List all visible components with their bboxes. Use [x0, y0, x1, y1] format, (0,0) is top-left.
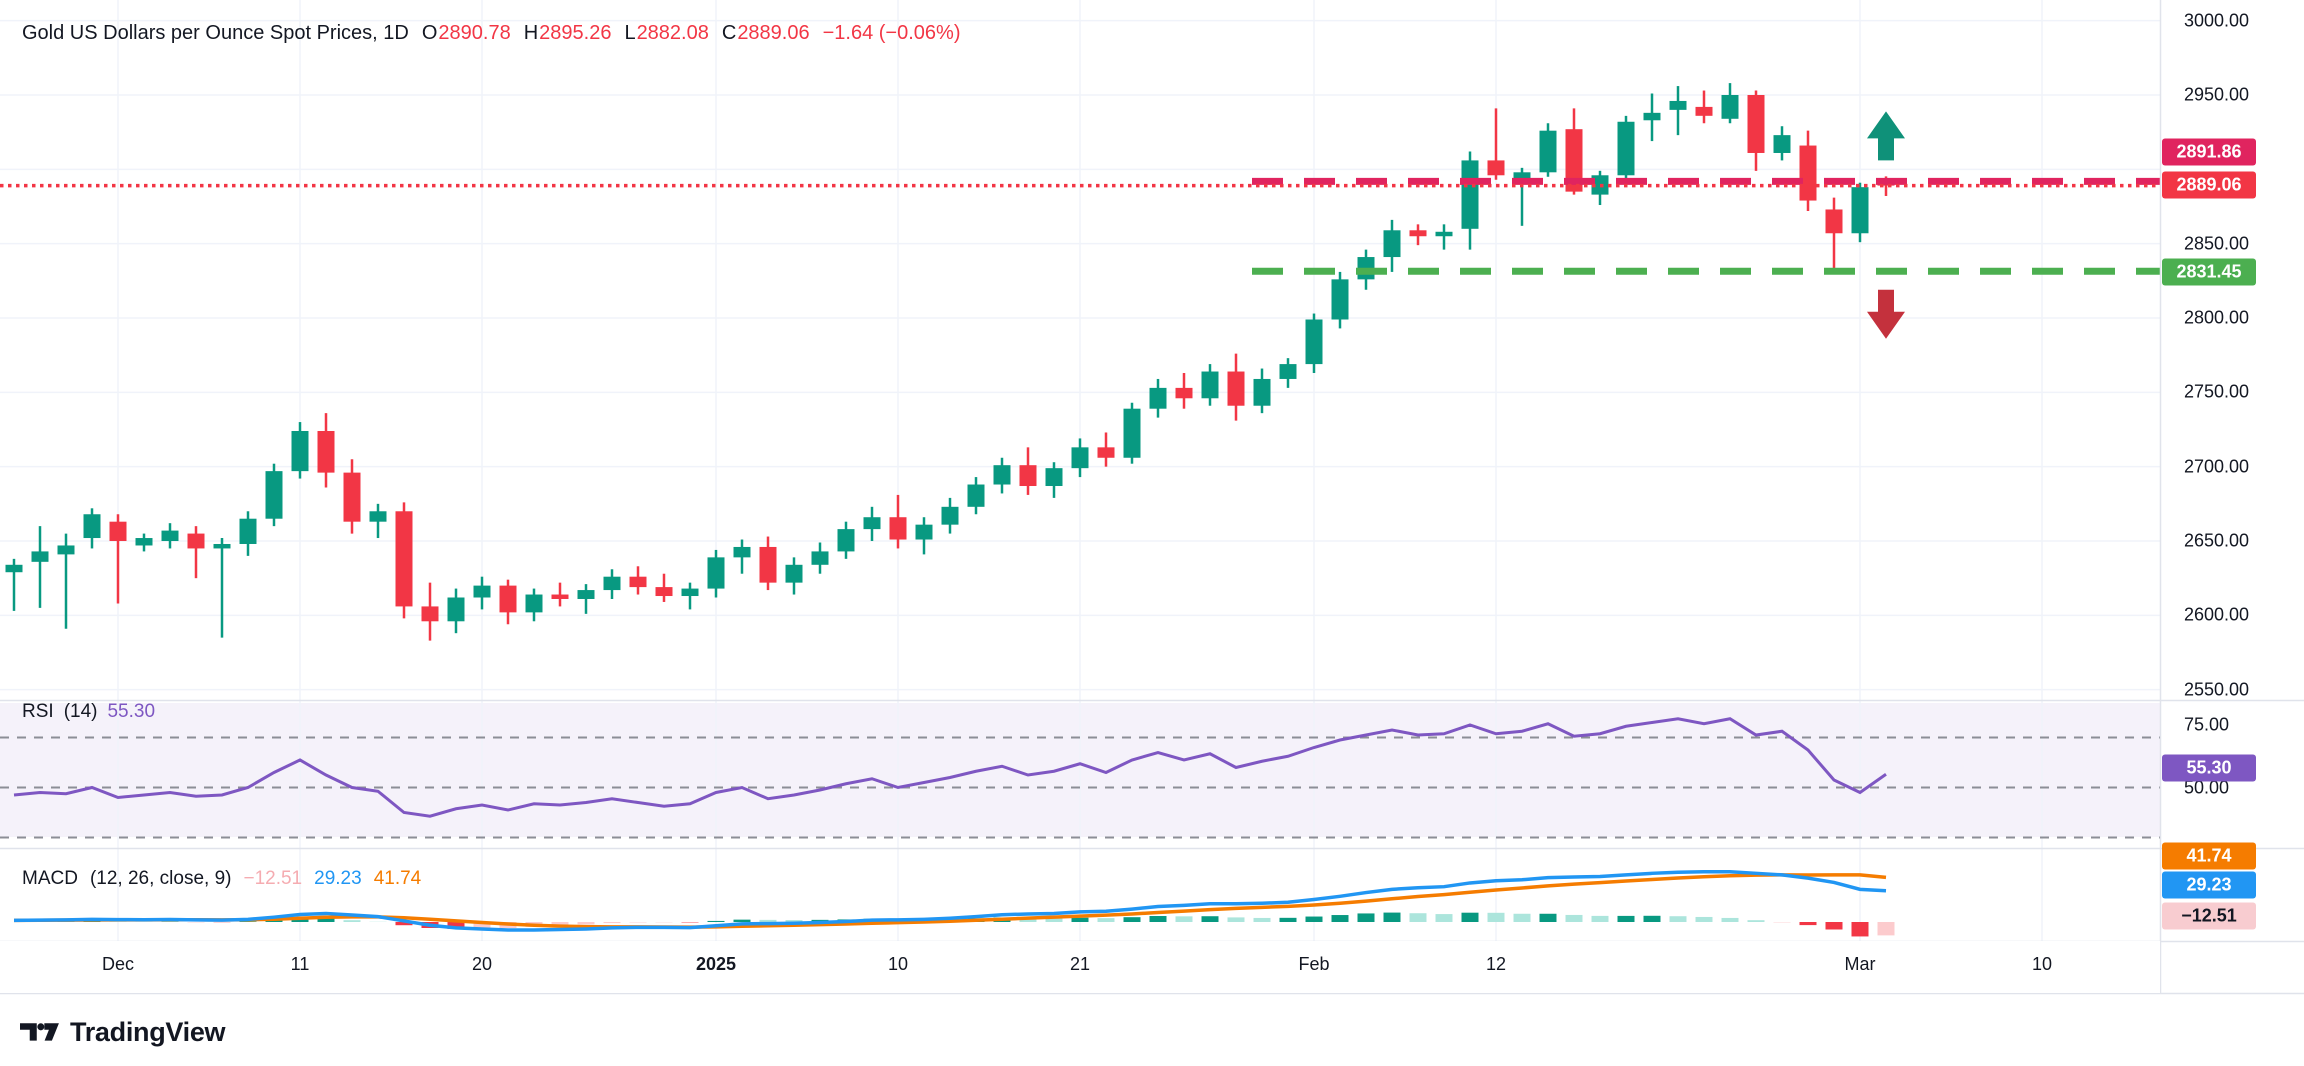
macd-signal-line [13, 873, 1887, 929]
price-axis[interactable]: 3000.00 2950.00 2850.00 2800.00 2750.00 2700.… [2161, 0, 2304, 993]
axis-label: 2750.00 [2184, 381, 2250, 402]
axis-label: 50.00 [2184, 777, 2230, 797]
arrow-up-marker [1867, 111, 1905, 161]
time-label: Mar [1844, 954, 1876, 974]
symbol-title: Gold US Dollars per Ounce Spot Prices, 1… [22, 22, 409, 44]
time-label: 10 [887, 954, 909, 974]
time-axis[interactable]: Dec 11 20 2025 10 21 Feb 12 Mar 10 [0, 941, 2160, 993]
ohlc-close: C 2889.06 [721, 22, 810, 44]
rsi-legend: RSI (14) 55.30 [22, 701, 155, 723]
rsi-label: RSI [22, 701, 54, 722]
tradingview-logo-text: TradingView [70, 1017, 226, 1047]
price-badge: 29.23 [2162, 871, 2256, 899]
price-badge: 2891.86 [2162, 138, 2256, 166]
axis-label: 2700.00 [2184, 456, 2250, 477]
macd-histogram [31, 912, 1895, 937]
time-label: 20 [471, 954, 493, 974]
ohlc-open: O 2890.78 [421, 22, 511, 44]
macd-hist-value: −12.51 [243, 868, 303, 889]
ohlc-low: L 2882.08 [624, 22, 709, 44]
time-label: 11 [290, 954, 310, 974]
price-badge: 2889.06 [2162, 171, 2256, 199]
axis-label: 2600.00 [2184, 604, 2250, 625]
time-label: 2025 [695, 954, 737, 974]
price-badge: 2831.45 [2162, 258, 2256, 286]
macd-signal-value: 41.74 [373, 868, 422, 889]
rsi-params: (14) [63, 701, 98, 722]
change-value: −1.64 (−0.06%) [822, 22, 961, 44]
price-badge: 41.74 [2162, 842, 2256, 870]
arrow-down-marker [1867, 289, 1905, 339]
axis-label: 3000.00 [2184, 10, 2250, 31]
price-badge: 55.30 [2162, 754, 2256, 782]
macd-line-value: 29.23 [314, 868, 362, 889]
time-label: 12 [1485, 954, 1507, 974]
axis-label: 2800.00 [2184, 307, 2250, 328]
gridlines [0, 0, 2160, 941]
candlesticks [5, 83, 1895, 641]
ohlc-high: H 2895.26 [523, 22, 612, 44]
time-label: 10 [2031, 954, 2053, 974]
macd-line [13, 869, 1887, 932]
time-label: 21 [1069, 954, 1091, 974]
tradingview-logo-icon [20, 1023, 59, 1041]
price-badge: −12.51 [2162, 902, 2256, 930]
axis-label: 75.00 [2184, 714, 2230, 735]
macd-label: MACD [22, 868, 78, 889]
axis-label: 2850.00 [2184, 233, 2250, 254]
macd-legend: MACD (12, 26, close, 9) −12.51 29.23 41.… [22, 868, 421, 890]
symbol-legend: Gold US Dollars per Ounce Spot Prices, 1… [22, 22, 960, 45]
rsi-line [13, 717, 1887, 818]
time-label: Feb [1298, 954, 1330, 974]
macd-params: (12, 26, close, 9) [89, 868, 232, 889]
time-label: Dec [101, 954, 135, 974]
tradingview-logo[interactable]: TradingView [20, 1017, 226, 1048]
rsi-value: 55.30 [107, 701, 156, 722]
axis-label: 2950.00 [2184, 84, 2250, 105]
axis-label: 2650.00 [2184, 530, 2250, 551]
axis-label: 2550.00 [2184, 679, 2250, 700]
